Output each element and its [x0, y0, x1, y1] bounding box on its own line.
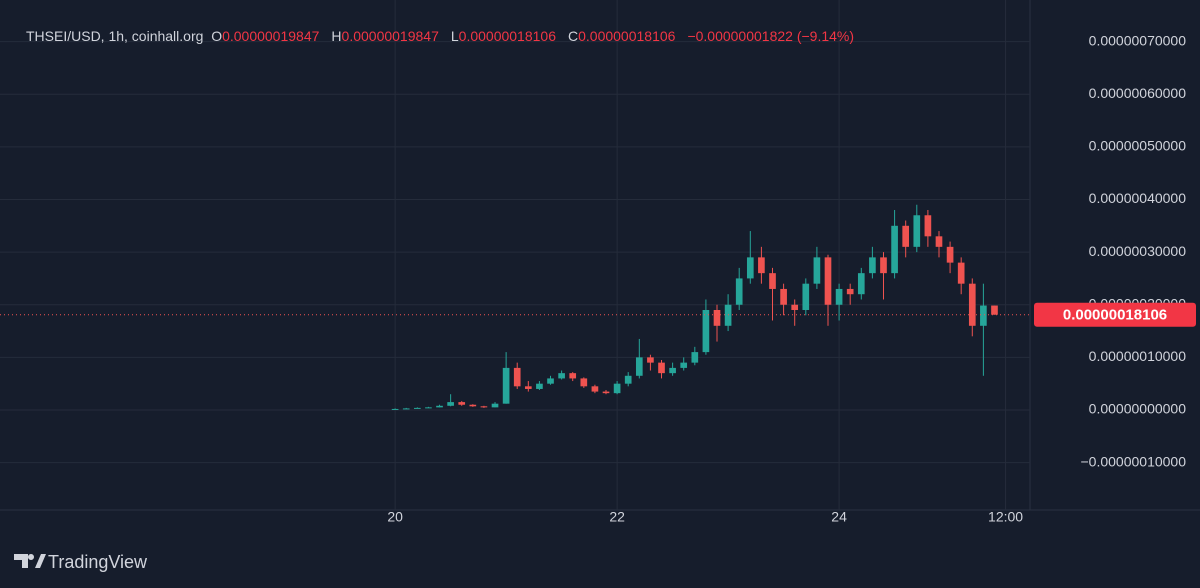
candle-body [835, 288, 843, 305]
last-price-box [1034, 302, 1196, 327]
candle-body [624, 375, 632, 384]
legend-change: −0.00000001822 (−9.14%) [687, 28, 855, 44]
candle-body [713, 310, 721, 326]
legend-value: 0.00000018106 [458, 28, 556, 44]
candle-body [702, 310, 710, 353]
candle-body [536, 383, 543, 389]
candle-body [602, 391, 610, 394]
candle-body [647, 357, 654, 363]
candle-body [924, 215, 932, 237]
candle-body [946, 246, 954, 263]
y-tick-label: 0.00000010000 [1089, 348, 1187, 364]
candle-body [891, 225, 898, 274]
candle-body [813, 257, 821, 284]
legend-label: H [331, 28, 342, 44]
y-tick-label: 0.00000070000 [1089, 32, 1187, 48]
candle-body [391, 408, 399, 410]
candle-body [824, 257, 832, 305]
x-tick-label: 24 [831, 509, 847, 525]
candle-body [613, 383, 621, 394]
candle-body [857, 273, 865, 295]
candle-body [569, 373, 577, 379]
candle-body [780, 288, 787, 305]
candle-body [425, 407, 432, 409]
candle-body [880, 257, 887, 274]
candle-body [402, 408, 410, 410]
branding: TradingView [48, 552, 148, 572]
candle-body [469, 404, 477, 407]
candle-body [491, 403, 499, 408]
x-tick-label: 20 [387, 509, 403, 525]
symbol-title: THSEI/USD, 1h, coinhall.org [26, 28, 204, 44]
legend-value: 0.00000019847 [341, 28, 439, 44]
candle-body [558, 373, 565, 379]
candle-body [635, 357, 643, 376]
candle-body [547, 378, 554, 384]
legend-value: 0.00000019847 [222, 28, 320, 44]
legend-label: O [211, 28, 223, 44]
candle-body [935, 236, 943, 247]
candle-body [669, 367, 676, 374]
x-tick-label: 12:00 [988, 509, 1023, 525]
candle-body [502, 367, 510, 404]
legend-label: C [567, 28, 579, 44]
candle-body [680, 362, 688, 368]
candle-body [746, 257, 754, 279]
y-tick-label: −0.00000010000 [1081, 453, 1187, 469]
last-price-label: 0.00000018106 [1063, 307, 1167, 324]
candle-body [913, 215, 921, 247]
candle-body [691, 352, 699, 363]
candle-body [580, 378, 588, 387]
candle-body [769, 273, 776, 289]
legend-label: L [450, 28, 459, 44]
y-tick-label: 0.00000050000 [1089, 138, 1187, 154]
candle-body [658, 362, 665, 374]
candle-body [458, 402, 466, 405]
candle-body [758, 257, 765, 274]
ohlc-legend: THSEI/USD, 1h, coinhall.org O0.000000198… [26, 28, 866, 44]
candle-body [735, 278, 743, 305]
candle-body [791, 304, 799, 310]
candle-body [968, 283, 976, 326]
candle-body [802, 283, 810, 310]
candle-body [957, 262, 965, 284]
candle-body [902, 225, 910, 247]
candle-body [413, 407, 421, 409]
candle-body [524, 386, 532, 389]
candle-body [724, 304, 732, 326]
candle-body [591, 386, 599, 392]
candle-body [447, 402, 454, 406]
candle-body [980, 305, 987, 326]
candle-body [480, 406, 488, 408]
legend-value: 0.00000018106 [578, 28, 676, 44]
y-tick-label: 0.00000060000 [1089, 85, 1187, 101]
x-tick-label: 22 [609, 509, 625, 525]
candle-body [869, 257, 876, 274]
candle-body [846, 288, 854, 295]
y-tick-label: 0.00000000000 [1089, 401, 1187, 417]
y-tick-label: 0.00000040000 [1089, 190, 1187, 206]
candle-body [991, 305, 998, 315]
tradingview-logo [14, 554, 46, 568]
candle-body [513, 367, 521, 387]
y-tick-label: 0.00000030000 [1089, 243, 1187, 259]
candle-body [436, 405, 443, 408]
